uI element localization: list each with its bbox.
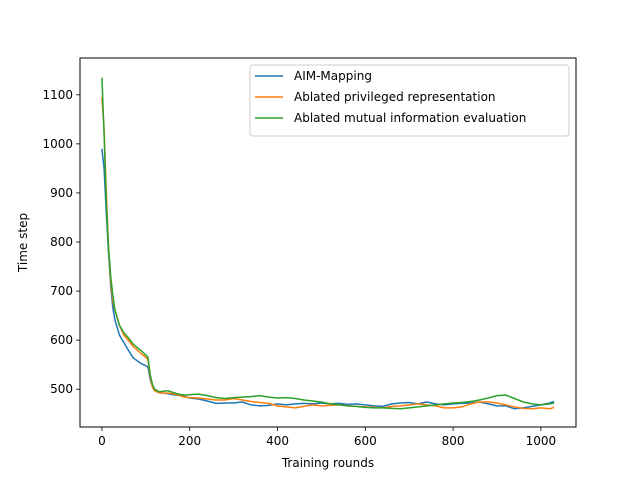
y-axis-ticks: 500 600 700 800 900 1000 1100 <box>42 88 80 396</box>
x-axis-ticks: 0 200 400 600 800 1000 <box>98 427 556 448</box>
y-tick-label: 1100 <box>42 88 73 102</box>
y-tick-label: 1000 <box>42 137 73 151</box>
legend: AIM-Mapping Ablated privileged representa… <box>249 64 570 137</box>
legend-label-1: Ablated privileged representation <box>294 90 496 104</box>
x-tick-label: 200 <box>178 434 201 448</box>
x-tick-label: 400 <box>266 434 289 448</box>
x-axis-label: Training rounds <box>281 456 374 470</box>
y-tick-label: 500 <box>50 382 73 396</box>
x-tick-label: 0 <box>98 434 106 448</box>
y-tick-label: 800 <box>50 235 73 249</box>
x-tick-label: 600 <box>354 434 377 448</box>
series-line-1 <box>101 97 555 410</box>
x-tick-label: 1000 <box>526 434 557 448</box>
x-tick-label: 800 <box>442 434 465 448</box>
series-line-2 <box>101 77 555 410</box>
y-axis-label: Time step <box>16 213 30 273</box>
series-line-0 <box>101 148 555 410</box>
y-tick-label: 600 <box>50 333 73 347</box>
legend-label-0: AIM-Mapping <box>294 69 372 83</box>
legend-label-2: Ablated mutual information evaluation <box>294 111 526 125</box>
y-tick-label: 900 <box>50 186 73 200</box>
plot-frame <box>79 57 577 428</box>
legend-box <box>249 64 570 137</box>
y-tick-label: 700 <box>50 284 73 298</box>
series-layer <box>101 77 555 410</box>
